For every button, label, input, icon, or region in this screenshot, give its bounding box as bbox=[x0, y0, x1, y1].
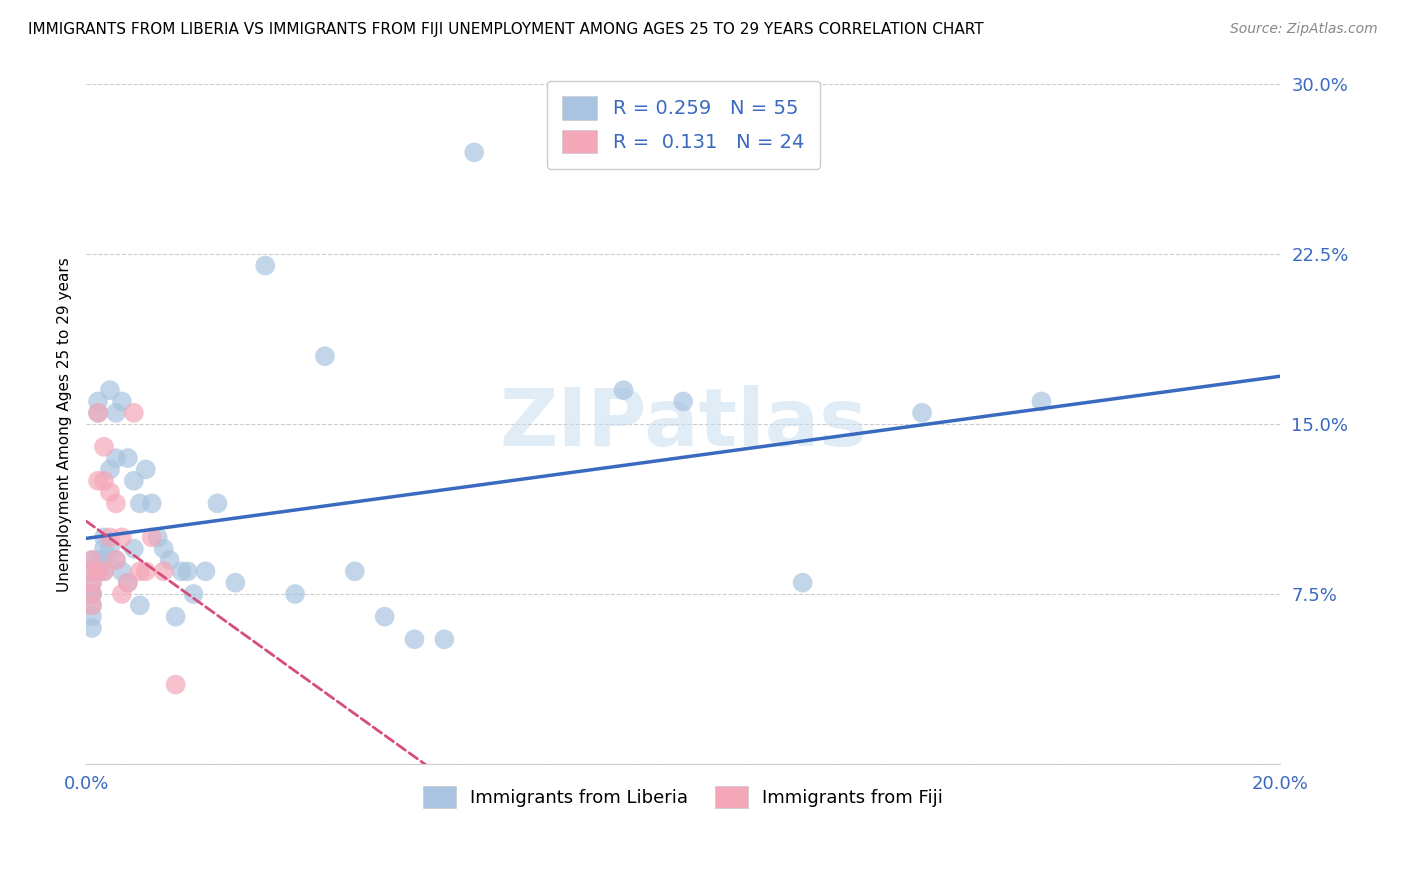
Point bbox=[254, 259, 277, 273]
Point bbox=[314, 349, 336, 363]
Point bbox=[122, 541, 145, 556]
Point bbox=[183, 587, 205, 601]
Point bbox=[135, 462, 157, 476]
Point bbox=[165, 677, 187, 691]
Point bbox=[207, 496, 229, 510]
Point bbox=[141, 496, 163, 510]
Point bbox=[80, 575, 103, 590]
Point bbox=[87, 474, 110, 488]
Point bbox=[87, 565, 110, 579]
Point bbox=[152, 541, 174, 556]
Point bbox=[87, 394, 110, 409]
Point bbox=[111, 530, 134, 544]
Point bbox=[672, 394, 695, 409]
Point bbox=[612, 383, 634, 397]
Point bbox=[87, 553, 110, 567]
Point bbox=[80, 609, 103, 624]
Point bbox=[80, 599, 103, 613]
Point bbox=[159, 553, 181, 567]
Point bbox=[80, 553, 103, 567]
Point bbox=[98, 462, 121, 476]
Point bbox=[80, 621, 103, 635]
Point bbox=[104, 451, 127, 466]
Point bbox=[152, 565, 174, 579]
Point bbox=[98, 485, 121, 500]
Point bbox=[433, 632, 456, 647]
Point bbox=[80, 587, 103, 601]
Point bbox=[122, 406, 145, 420]
Point bbox=[111, 587, 134, 601]
Point bbox=[104, 496, 127, 510]
Point bbox=[93, 474, 115, 488]
Point bbox=[104, 406, 127, 420]
Point bbox=[463, 145, 485, 160]
Text: IMMIGRANTS FROM LIBERIA VS IMMIGRANTS FROM FIJI UNEMPLOYMENT AMONG AGES 25 TO 29: IMMIGRANTS FROM LIBERIA VS IMMIGRANTS FR… bbox=[28, 22, 984, 37]
Point bbox=[80, 565, 103, 579]
Point bbox=[93, 440, 115, 454]
Text: ZIPatlas: ZIPatlas bbox=[499, 385, 868, 463]
Point bbox=[128, 496, 150, 510]
Point bbox=[117, 451, 139, 466]
Point bbox=[93, 553, 115, 567]
Point bbox=[93, 541, 115, 556]
Point bbox=[87, 565, 110, 579]
Point bbox=[93, 565, 115, 579]
Point bbox=[128, 599, 150, 613]
Point bbox=[792, 575, 814, 590]
Point bbox=[165, 609, 187, 624]
Point bbox=[111, 565, 134, 579]
Point bbox=[176, 565, 198, 579]
Point bbox=[98, 541, 121, 556]
Point bbox=[117, 575, 139, 590]
Point bbox=[404, 632, 426, 647]
Point bbox=[1031, 394, 1053, 409]
Point bbox=[111, 394, 134, 409]
Point bbox=[128, 565, 150, 579]
Point bbox=[141, 530, 163, 544]
Point bbox=[80, 587, 103, 601]
Point bbox=[374, 609, 396, 624]
Point bbox=[343, 565, 366, 579]
Point bbox=[194, 565, 217, 579]
Point bbox=[117, 575, 139, 590]
Point bbox=[87, 406, 110, 420]
Point bbox=[224, 575, 246, 590]
Point bbox=[122, 474, 145, 488]
Point bbox=[80, 565, 103, 579]
Legend: Immigrants from Liberia, Immigrants from Fiji: Immigrants from Liberia, Immigrants from… bbox=[409, 772, 957, 822]
Point bbox=[135, 565, 157, 579]
Point bbox=[98, 383, 121, 397]
Point bbox=[284, 587, 307, 601]
Point bbox=[104, 553, 127, 567]
Point bbox=[80, 599, 103, 613]
Y-axis label: Unemployment Among Ages 25 to 29 years: Unemployment Among Ages 25 to 29 years bbox=[58, 257, 72, 591]
Point bbox=[80, 575, 103, 590]
Point bbox=[146, 530, 169, 544]
Point bbox=[911, 406, 934, 420]
Point bbox=[170, 565, 193, 579]
Text: Source: ZipAtlas.com: Source: ZipAtlas.com bbox=[1230, 22, 1378, 37]
Point bbox=[98, 530, 121, 544]
Point bbox=[93, 530, 115, 544]
Point bbox=[93, 565, 115, 579]
Point bbox=[80, 553, 103, 567]
Point bbox=[80, 587, 103, 601]
Point bbox=[87, 406, 110, 420]
Point bbox=[104, 553, 127, 567]
